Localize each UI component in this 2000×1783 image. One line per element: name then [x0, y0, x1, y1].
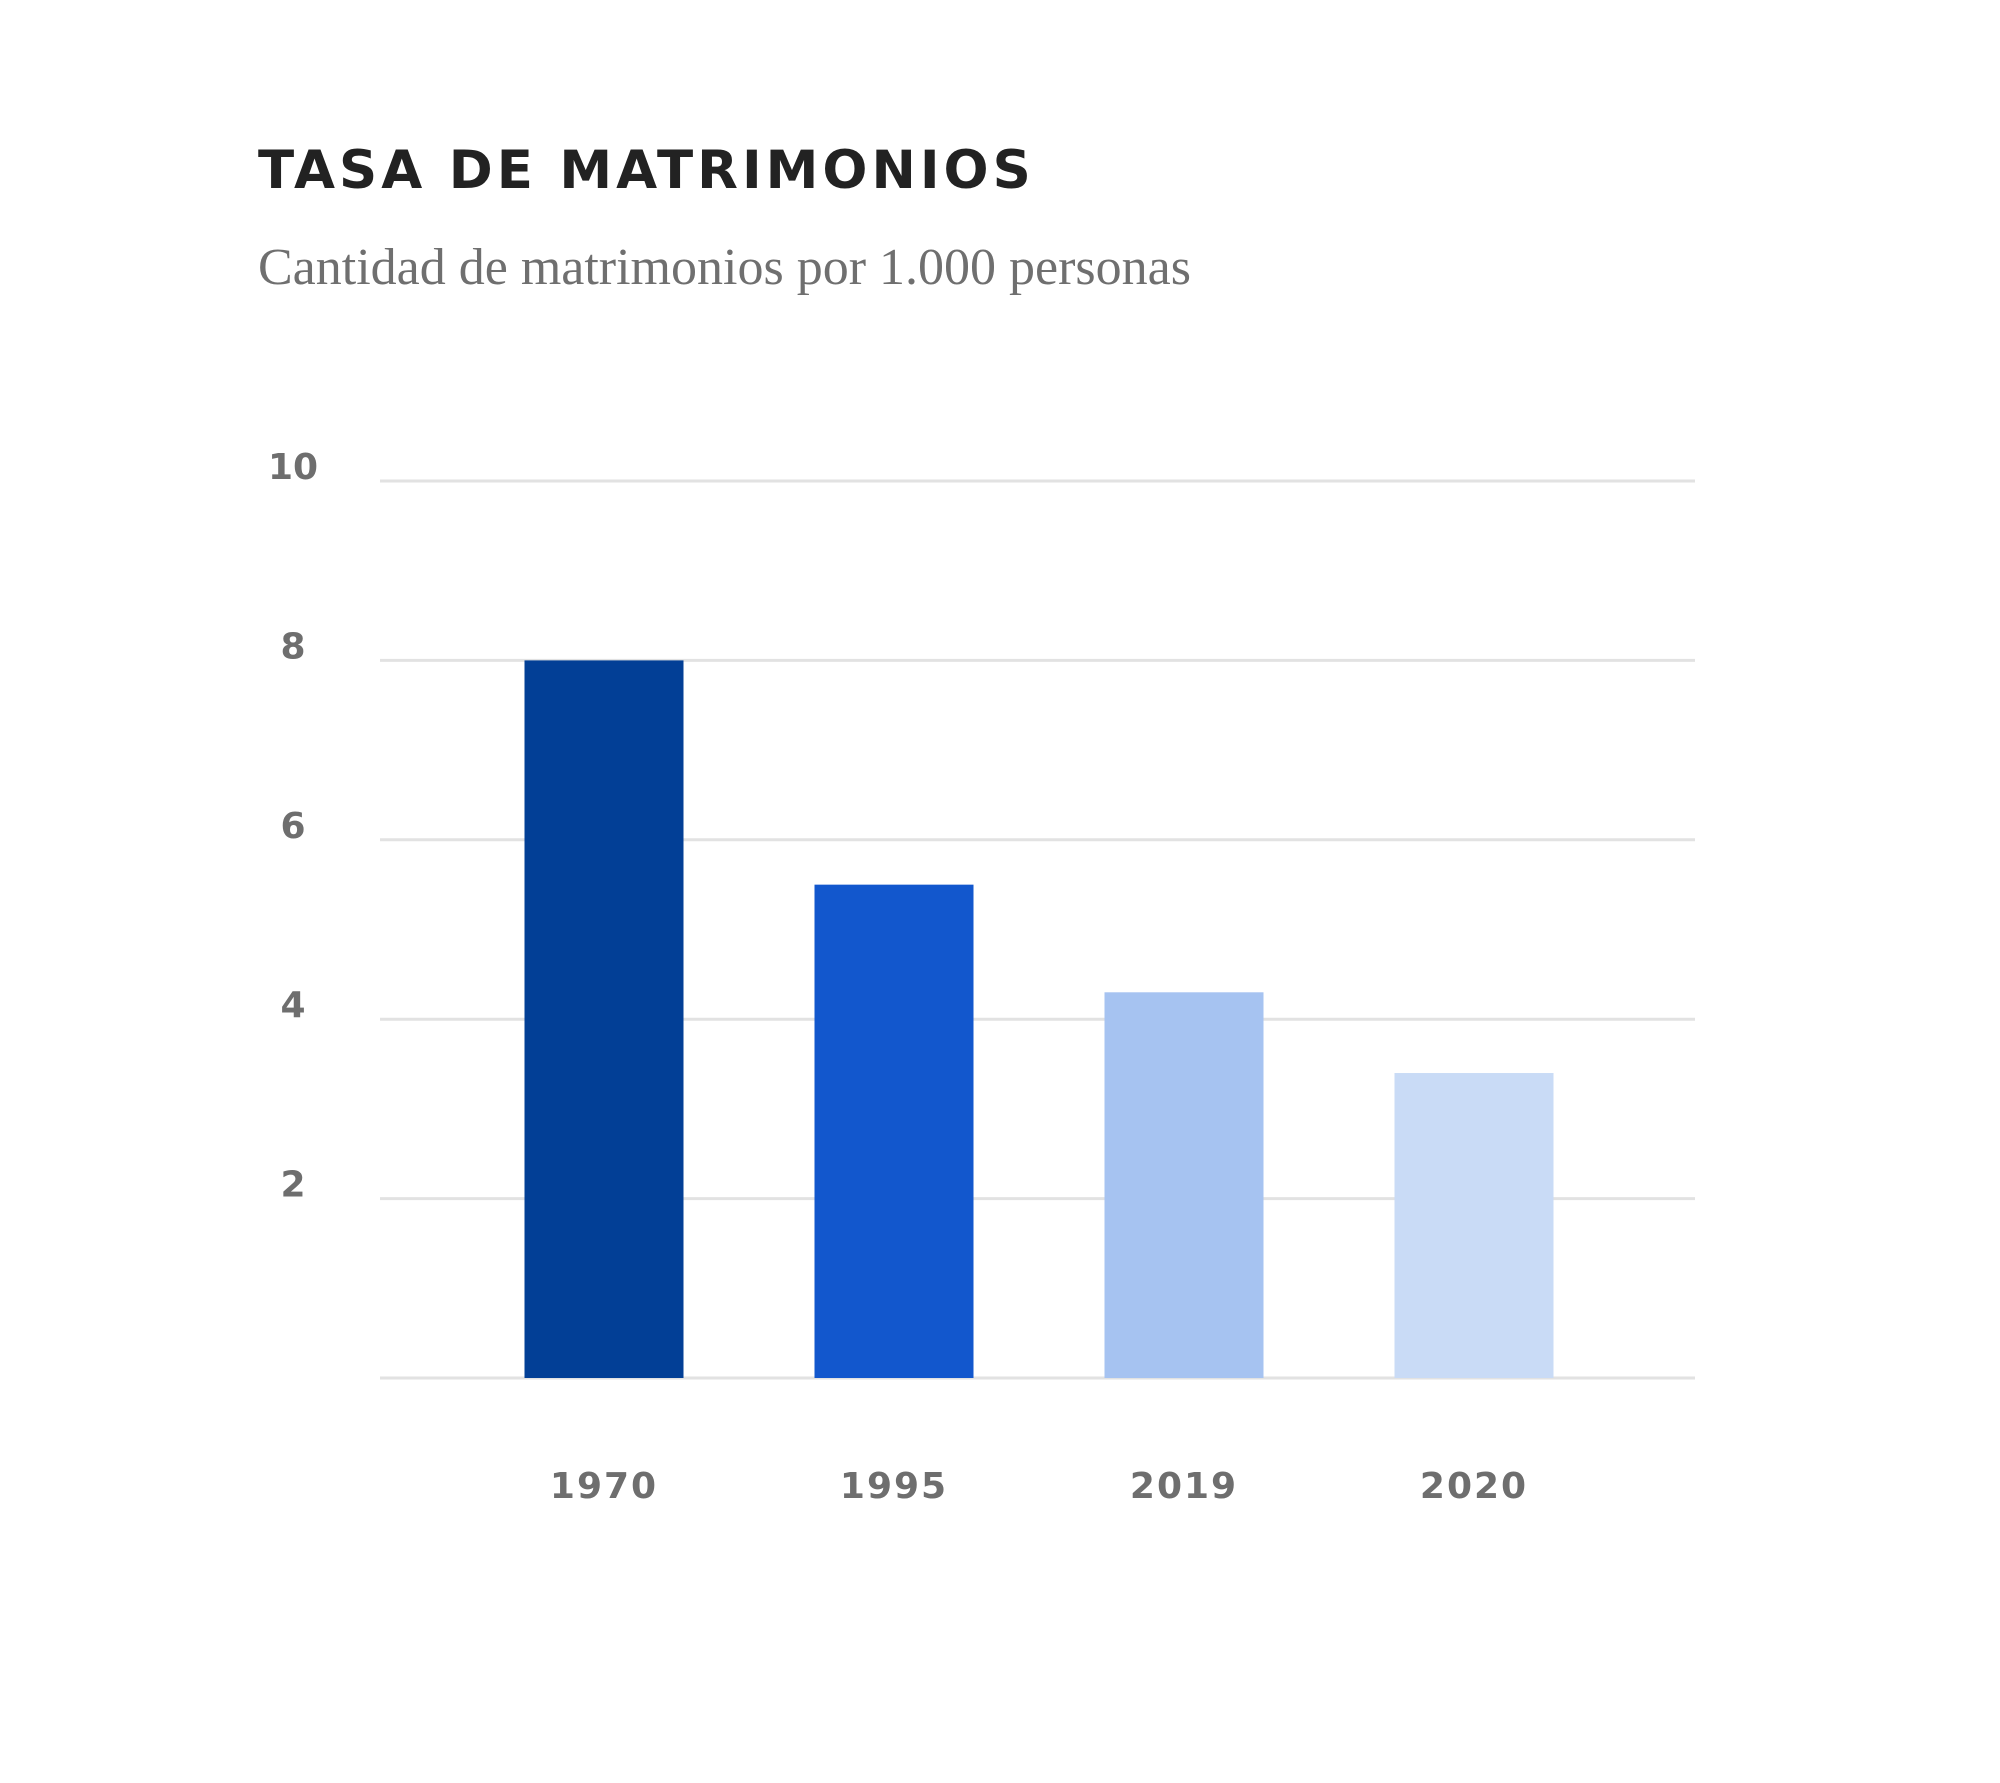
x-category-label: 1970 [550, 1466, 658, 1507]
bars [524, 660, 1554, 1378]
bar-1995 [814, 884, 974, 1378]
chart-subtitle: Cantidad de matrimonios por 1.000 person… [258, 239, 1191, 296]
y-tick-label: 8 [280, 626, 305, 667]
y-tick-label: 2 [280, 1165, 305, 1206]
y-tick-label: 6 [280, 806, 305, 847]
chart-title: TASA DE MATRIMONIOS [258, 140, 1035, 201]
x-category-label: 1995 [840, 1466, 948, 1507]
x-category-label: 2019 [1130, 1466, 1238, 1507]
x-category-label: 2020 [1420, 1466, 1528, 1507]
y-axis-ticks: 2 4 6 8 10 [268, 447, 318, 1206]
y-tick-label: 4 [280, 985, 305, 1026]
bar-2019 [1104, 992, 1264, 1378]
y-tick-label: 10 [268, 447, 318, 488]
bar-1970 [524, 660, 684, 1378]
x-axis-labels: 1970 1995 2019 2020 [550, 1466, 1528, 1507]
bar-2020 [1394, 1073, 1554, 1378]
